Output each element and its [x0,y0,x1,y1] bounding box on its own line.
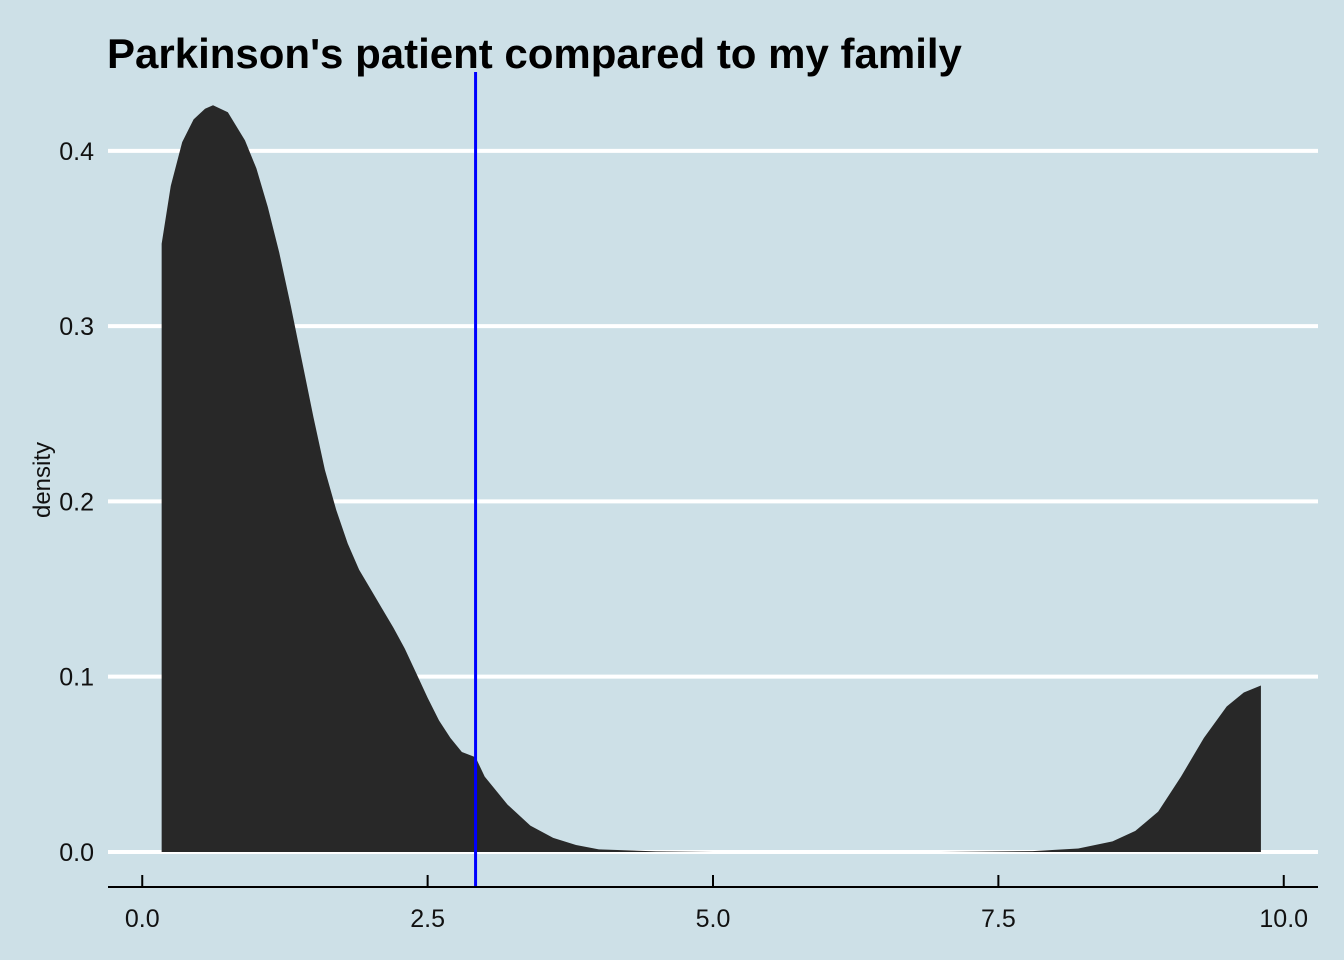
y-tick-label: 0.2 [59,488,94,516]
y-axis-ticks: 0.0 0.1 0.2 0.3 0.4 [59,138,94,867]
y-tick-label: 0.1 [59,664,94,692]
y-tick-label: 0.3 [59,313,94,341]
x-axis-ticks: 0.0 2.5 5.0 7.5 10.0 [125,875,1308,933]
x-tick-label: 5.0 [696,905,731,933]
x-tick-label: 7.5 [981,905,1016,933]
x-tick-label: 2.5 [410,905,445,933]
y-tick-label: 0.4 [59,138,94,166]
density-area [161,105,1261,852]
y-tick-label: 0.0 [59,839,94,867]
x-tick-label: 0.0 [125,905,160,933]
chart-title: Parkinson's patient compared to my famil… [107,30,963,77]
x-tick-label: 10.0 [1259,905,1308,933]
y-axis-label: density [29,442,56,518]
